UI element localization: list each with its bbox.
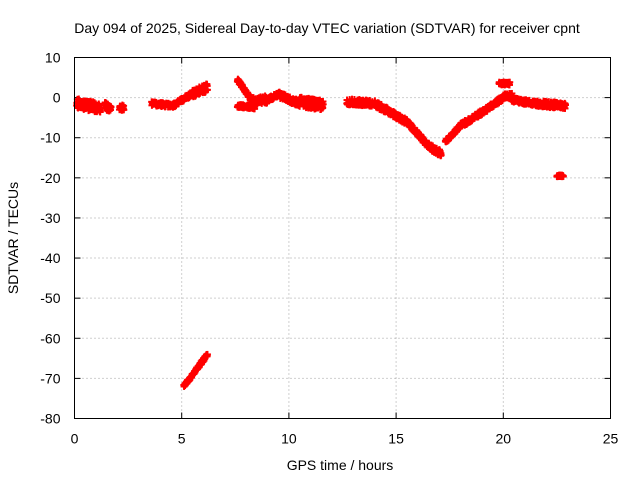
chart-title: Day 094 of 2025, Sidereal Day-to-day VTE…	[74, 20, 580, 36]
x-tick-label: 15	[388, 431, 404, 447]
y-tick-label: -80	[40, 411, 60, 427]
y-tick-label: 10	[45, 50, 61, 66]
data-point	[506, 78, 514, 86]
grid-lines	[74, 57, 611, 419]
x-axis-label: GPS time / hours	[287, 457, 394, 473]
y-tick-label: 0	[53, 90, 61, 106]
data-point	[319, 100, 327, 108]
y-axis-label: SDTVAR / TECUs	[5, 182, 21, 294]
x-tick-label: 20	[496, 431, 512, 447]
data-point	[203, 350, 211, 358]
data-point	[559, 172, 567, 180]
x-tick-labels: 0 5 10 15 20 25	[71, 431, 619, 447]
y-tick-label: -60	[40, 330, 60, 346]
y-tick-label: -10	[40, 130, 60, 146]
data-point	[120, 106, 128, 114]
data-point	[96, 108, 104, 116]
axis-ticks	[74, 57, 611, 419]
data-points	[73, 75, 569, 390]
data-point	[107, 103, 115, 111]
x-tick-label: 25	[603, 431, 619, 447]
y-tick-label: -50	[40, 290, 60, 306]
y-tick-label: -70	[40, 370, 60, 386]
x-tick-label: 0	[71, 431, 79, 447]
x-tick-label: 5	[178, 431, 186, 447]
y-tick-label: -20	[40, 170, 60, 186]
y-tick-labels: 10 0 -10 -20 -30 -40 -50 -60 -70 -80	[40, 50, 60, 427]
data-point	[203, 86, 211, 94]
x-tick-label: 10	[281, 431, 297, 447]
plot-frame	[74, 57, 611, 419]
data-point	[437, 151, 445, 159]
data-point	[561, 101, 569, 109]
y-tick-label: -40	[40, 250, 60, 266]
y-tick-label: -30	[40, 210, 60, 226]
